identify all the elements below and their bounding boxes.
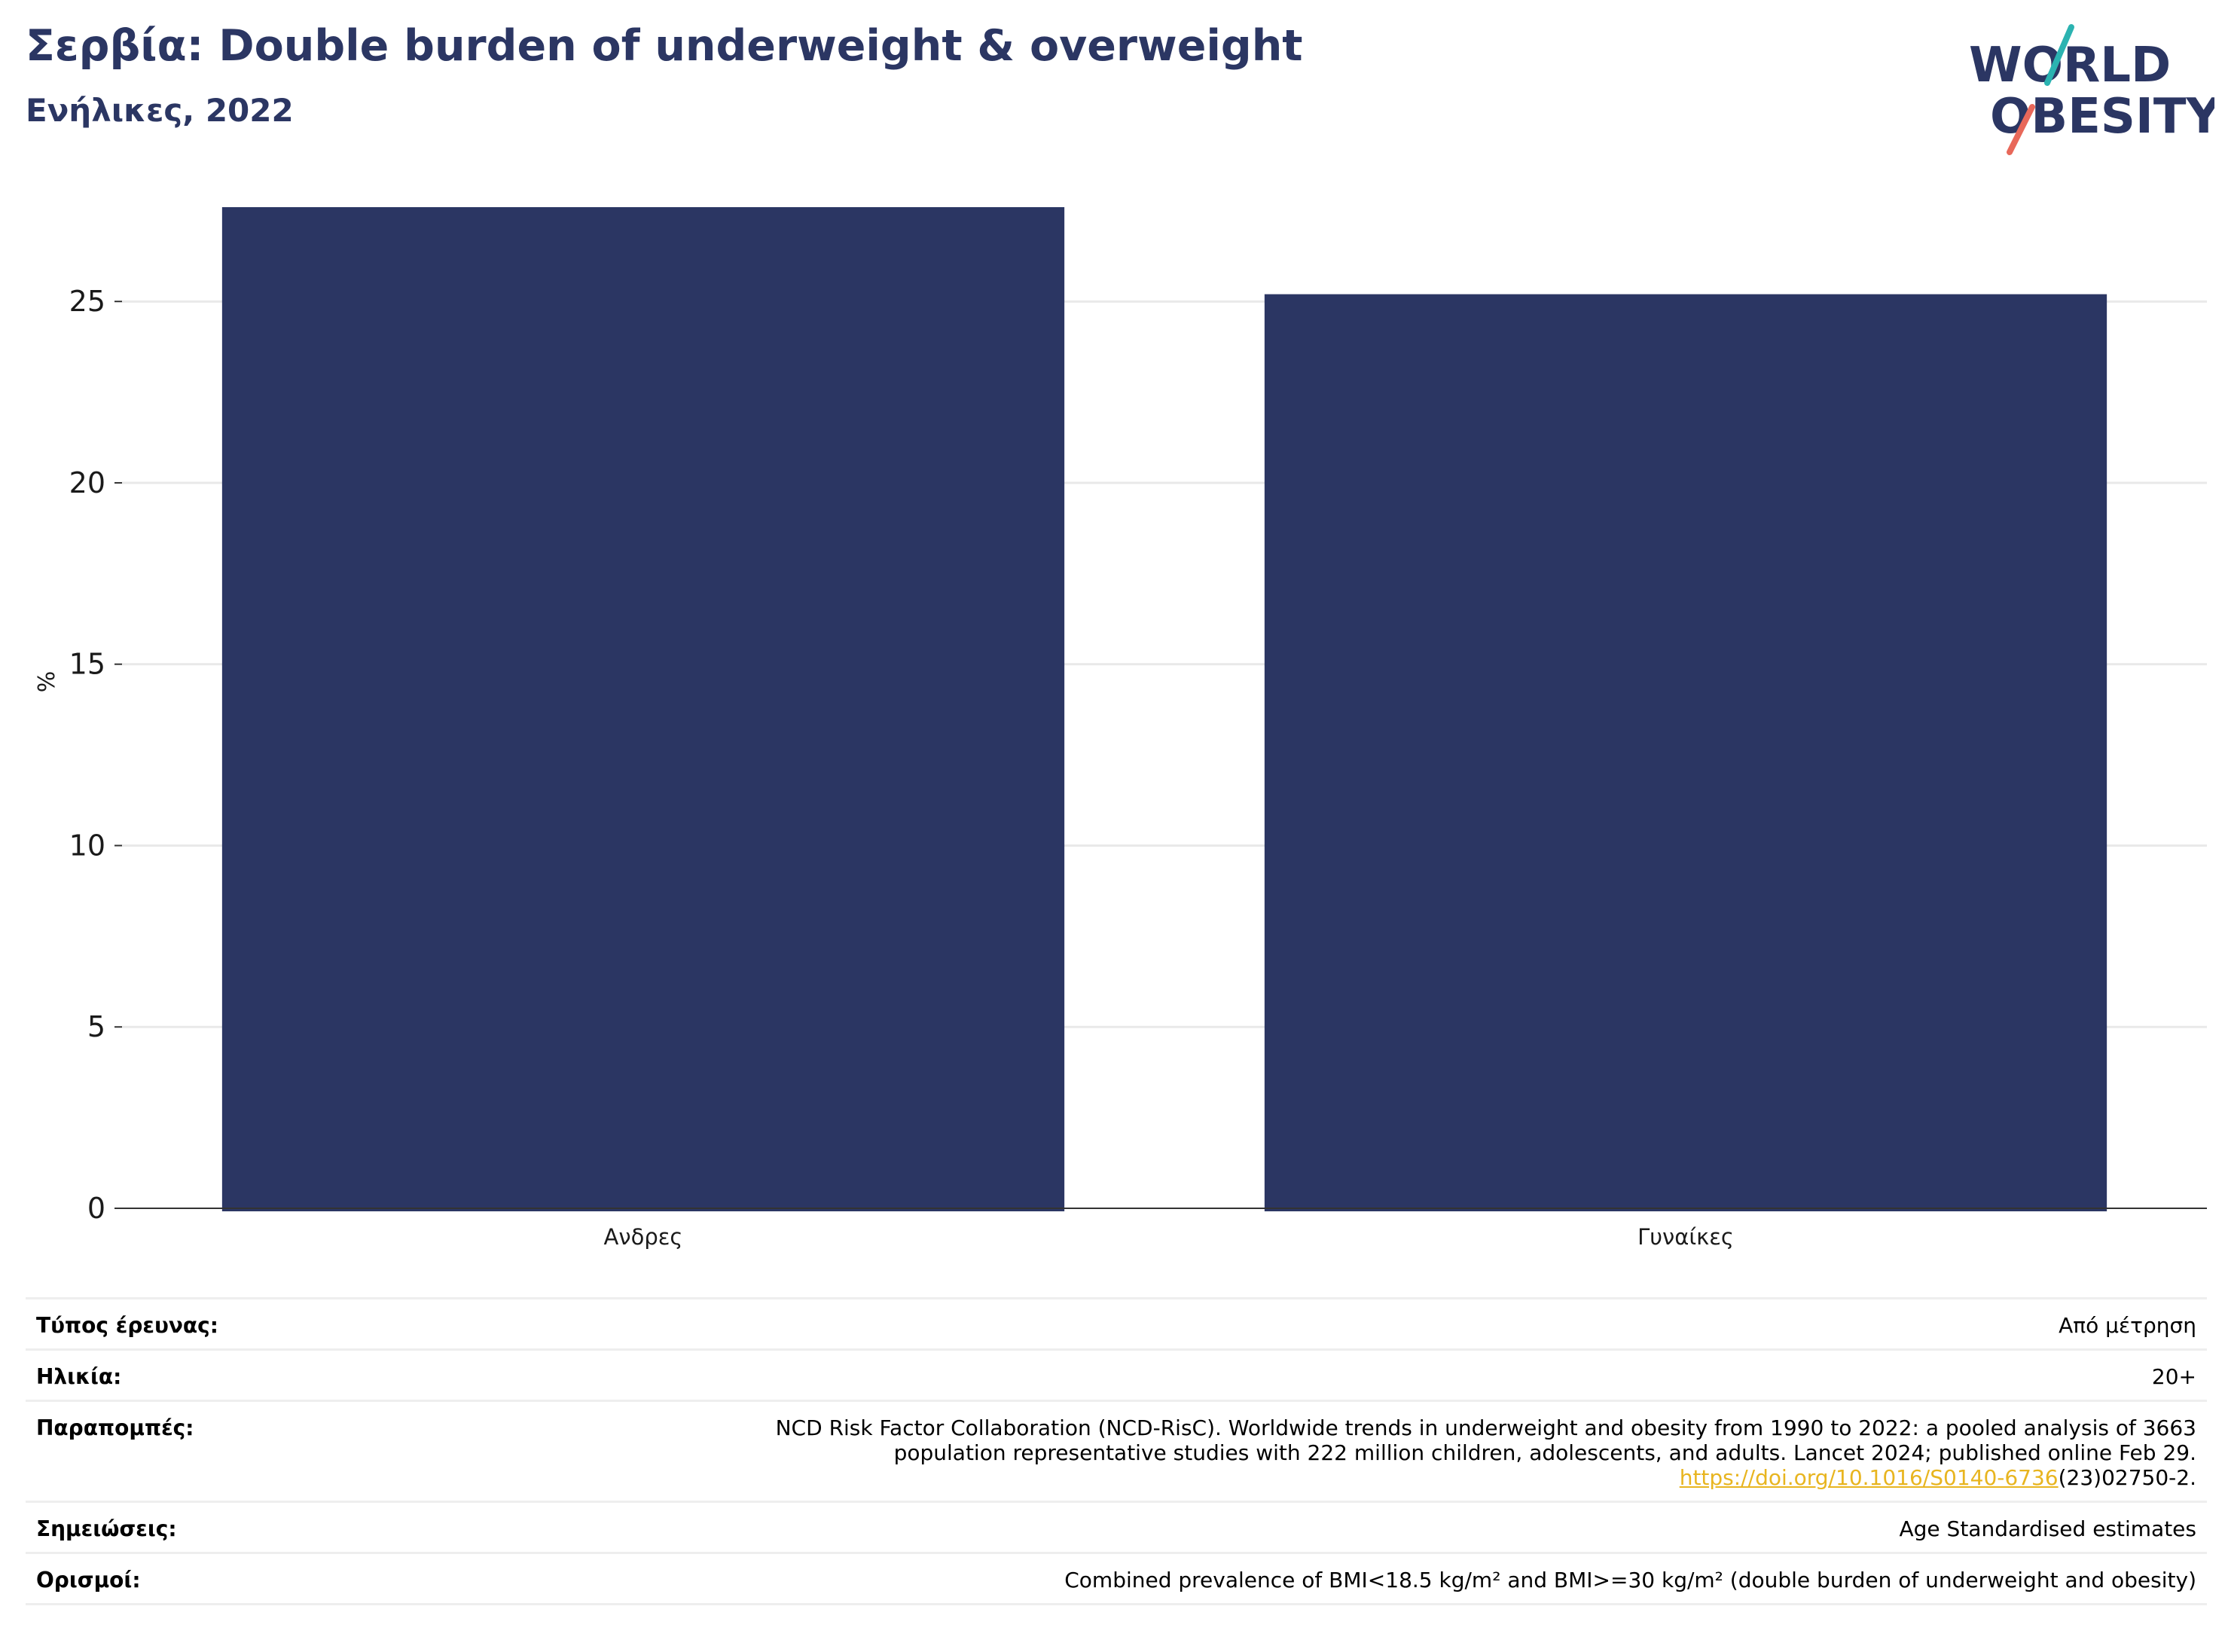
y-tick-label: 20 bbox=[69, 466, 105, 499]
chart-subtitle: Ενήλικες, 2022 bbox=[26, 92, 294, 129]
definitions-label: Ορισμοί: bbox=[36, 1568, 141, 1592]
definitions-value: Combined prevalence of BMI<18.5 kg/m² an… bbox=[1064, 1568, 2196, 1592]
y-tick-label: 15 bbox=[69, 648, 105, 681]
x-category-label: Γυναίκες bbox=[1637, 1224, 1734, 1250]
logo-teal-stroke bbox=[2044, 24, 2074, 86]
world-obesity-logo: WORLD OBESITY bbox=[1969, 24, 2214, 155]
y-axis-label: % bbox=[34, 671, 60, 693]
survey-type-value: Από μέτρηση bbox=[2059, 1313, 2196, 1338]
y-tick-label: 25 bbox=[69, 285, 105, 318]
age-label: Ηλικία: bbox=[36, 1364, 122, 1389]
chart-title: Σερβία: Double burden of underweight & o… bbox=[26, 21, 1303, 71]
reference-line-3: https://doi.org/10.1016/S0140-6736(23)02… bbox=[776, 1465, 2196, 1490]
reference-line-2: population representative studies with 2… bbox=[893, 1440, 2196, 1465]
info-table: Τύπος έρευνας: Από μέτρηση Ηλικία: 20+ Π… bbox=[26, 1297, 2207, 1605]
doi-suffix: (23)02750-2. bbox=[2058, 1465, 2196, 1490]
info-row-survey-type: Τύπος έρευνας: Από μέτρηση bbox=[26, 1297, 2207, 1348]
notes-value: Age Standardised estimates bbox=[1899, 1516, 2196, 1541]
survey-type-label: Τύπος έρευνας: bbox=[36, 1313, 218, 1338]
x-category-labels: Ανδρες Γυναίκες bbox=[604, 1224, 1734, 1250]
info-row-notes: Σημειώσεις: Age Standardised estimates bbox=[26, 1501, 2207, 1552]
age-value: 20+ bbox=[2151, 1364, 2196, 1389]
notes-label: Σημειώσεις: bbox=[36, 1516, 177, 1541]
doi-link[interactable]: https://doi.org/10.1016/S0140-6736 bbox=[1679, 1465, 2059, 1490]
y-tick-label: 5 bbox=[87, 1010, 105, 1043]
y-tick-label: 0 bbox=[87, 1192, 105, 1225]
reference-line-1: NCD Risk Factor Collaboration (NCD-RisC)… bbox=[775, 1415, 2196, 1440]
y-tick-labels: 0 5 10 15 20 25 bbox=[69, 285, 122, 1225]
bars bbox=[221, 207, 2107, 1212]
info-row-references: Παραπομπές: NCD Risk Factor Collaboratio… bbox=[26, 1400, 2207, 1501]
bar-chart: 0 5 10 15 20 25 Ανδρες Γυναίκες % bbox=[34, 207, 2207, 1250]
references-value: NCD Risk Factor Collaboration (NCD-RisC)… bbox=[776, 1415, 2196, 1490]
x-category-label: Ανδρες bbox=[604, 1224, 683, 1250]
y-tick-label: 10 bbox=[69, 829, 105, 862]
info-row-definitions: Ορισμοί: Combined prevalence of BMI<18.5… bbox=[26, 1552, 2207, 1605]
logo-coral-stroke bbox=[2007, 104, 2035, 155]
info-row-age: Ηλικία: 20+ bbox=[26, 1348, 2207, 1400]
references-label: Παραπομπές: bbox=[36, 1415, 194, 1440]
bar-1 bbox=[221, 207, 1065, 1211]
logo-word-world: WORLD bbox=[1969, 38, 2171, 93]
bar-2 bbox=[1264, 294, 2107, 1212]
